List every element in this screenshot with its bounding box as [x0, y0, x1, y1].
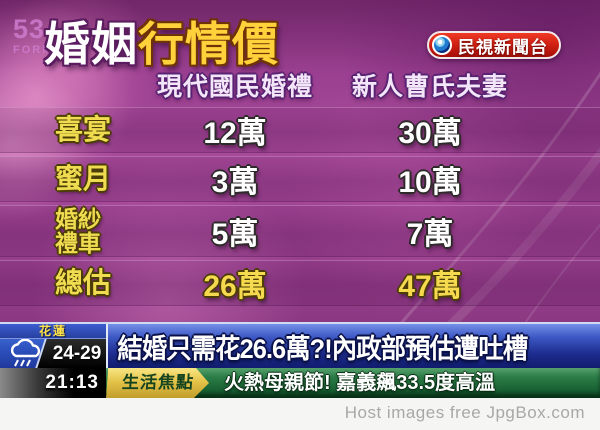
table-header-row: 現代國民婚禮 新人曹氏夫妻: [0, 66, 600, 104]
couple-value: 7萬: [406, 218, 454, 251]
headline-ticker: 花蓮 24-29 結婚只需花26.6萬?!內政部預估遭吐槽: [0, 322, 600, 368]
table-row-total: 總估 26萬 47萬: [0, 260, 600, 306]
temperature-range: 24-29: [52, 343, 102, 364]
headline-text: 結婚只需花26.6萬?!內政部預估遭吐槽: [117, 333, 528, 364]
bottom-news-bar: 21:13 生活焦點 火熱母親節! 嘉義飆33.5度高溫: [0, 368, 600, 398]
title-main: 婚姻: [44, 18, 138, 70]
couple-value: 10萬: [398, 166, 462, 199]
news-graphic-area: 53 FORM 婚姻行情價 民視新聞台 現代國民婚禮 新人曹氏夫妻 喜宴 12萬…: [0, 0, 600, 322]
weather-location: 花蓮: [0, 324, 106, 339]
title-accent: 行情價: [138, 18, 279, 70]
watermark-text: Host images free JpgBox.com: [0, 398, 600, 430]
modern-value: 5萬: [211, 218, 259, 251]
channel-word: FORM: [13, 44, 54, 56]
row-label: 蜜月: [55, 163, 112, 195]
modern-value: 26萬: [203, 270, 267, 303]
channel-logo-text: 民視新聞台: [458, 37, 548, 57]
category-badge: 生活焦點: [106, 368, 210, 398]
channel-number: 53: [13, 14, 46, 44]
temperature-panel: 24-29: [35, 339, 106, 368]
couple-value: 47萬: [398, 270, 462, 303]
table-row: 喜宴 12萬 30萬: [0, 107, 600, 153]
weather-main: 24-29: [0, 339, 106, 368]
eye-icon: [432, 35, 452, 55]
modern-value: 3萬: [211, 166, 259, 199]
modern-value: 12萬: [203, 117, 267, 150]
row-label: 喜宴: [55, 114, 112, 146]
weather-widget: 花蓮 24-29: [0, 324, 106, 368]
rain-cloud-icon: [10, 339, 41, 367]
channel-watermark: 53 FORM: [13, 16, 53, 56]
channel-logo: 民視新聞台: [427, 31, 561, 59]
clock: 21:13: [0, 368, 106, 398]
couple-value: 30萬: [398, 117, 462, 150]
row-label: 總估: [55, 267, 112, 299]
ticker-text: 火熱母親節! 嘉義飆33.5度高溫: [224, 372, 496, 394]
table-row: 蜜月 3萬 10萬: [0, 156, 600, 202]
column-header-modern: 現代國民婚禮: [156, 73, 313, 101]
column-header-couple: 新人曹氏夫妻: [351, 73, 508, 101]
headline-bar: 結婚只需花26.6萬?!內政部預估遭吐槽: [106, 324, 600, 368]
table-row: 婚紗禮車 5萬 7萬: [0, 205, 600, 257]
row-label: 婚紗禮車: [55, 205, 101, 256]
page-title: 婚姻行情價: [44, 8, 279, 74]
price-comparison-table: 現代國民婚禮 新人曹氏夫妻 喜宴 12萬 30萬 蜜月 3萬 10萬 婚紗禮車 …: [0, 66, 600, 306]
